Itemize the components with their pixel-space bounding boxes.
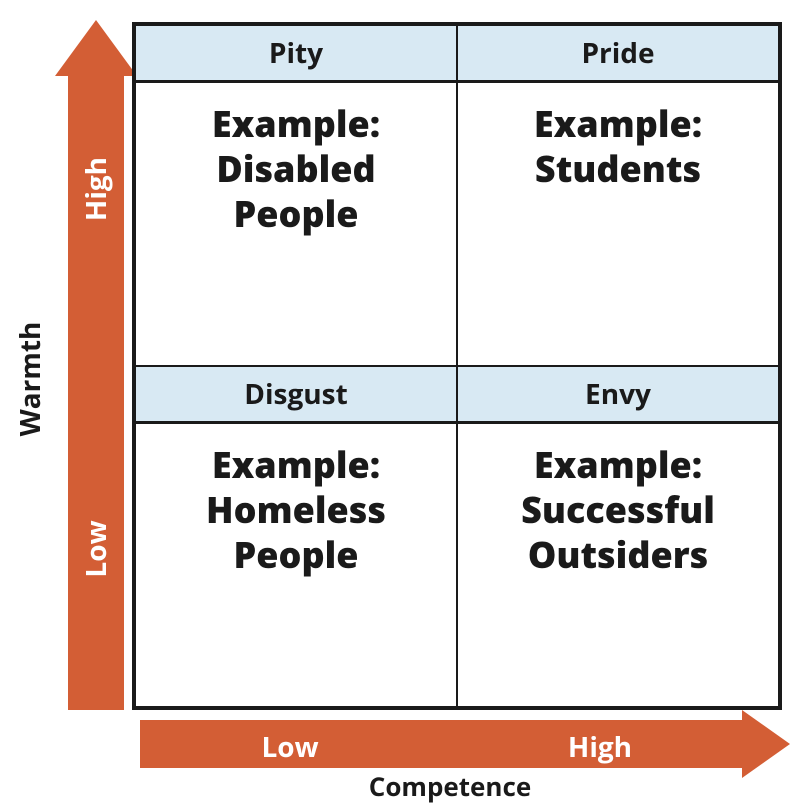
example-prefix: Example: <box>534 99 702 148</box>
cell-envy: Envy Example: Successful Outsiders <box>457 366 779 707</box>
y-axis-low-label: Low <box>77 489 115 609</box>
example-line2: People <box>234 189 359 238</box>
example-prefix: Example: <box>212 440 380 489</box>
cell-body-pride: Example: Students <box>458 83 778 365</box>
cell-pride: Pride Example: Students <box>457 25 779 366</box>
example-line1: Homeless <box>206 485 386 534</box>
example-line1: Disabled <box>216 144 375 193</box>
cell-example-disgust: Example: Homeless People <box>196 424 396 587</box>
cell-example-pity: Example: Disabled People <box>202 83 390 246</box>
example-line1: Successful <box>521 485 715 534</box>
cell-header-pity: Pity <box>136 26 456 83</box>
cell-header-pride: Pride <box>458 26 778 83</box>
y-axis-high-label: High <box>77 129 115 249</box>
x-axis-low-label: Low <box>190 728 390 766</box>
cell-pity: Pity Example: Disabled People <box>135 25 457 366</box>
example-line2: Outsiders <box>528 530 709 579</box>
x-axis-high-label: High <box>500 728 700 766</box>
matrix-2x2: Pity Example: Disabled People Pride Exam… <box>132 22 782 710</box>
cell-example-pride: Example: Students <box>524 83 712 201</box>
cell-body-disgust: Example: Homeless People <box>136 424 456 706</box>
cell-body-envy: Example: Successful Outsiders <box>458 424 778 706</box>
example-line1: Students <box>535 144 701 193</box>
example-prefix: Example: <box>212 99 380 148</box>
y-axis-arrow-head-icon <box>55 20 137 76</box>
x-axis-title: Competence <box>300 768 600 804</box>
cell-header-envy: Envy <box>458 367 778 424</box>
cell-example-envy: Example: Successful Outsiders <box>511 424 725 587</box>
cell-header-disgust: Disgust <box>136 367 456 424</box>
cell-disgust: Disgust Example: Homeless People <box>135 366 457 707</box>
cell-body-pity: Example: Disabled People <box>136 83 456 365</box>
example-prefix: Example: <box>534 440 702 489</box>
y-axis-title: Warmth <box>11 319 49 439</box>
x-axis-arrow-head-icon <box>742 710 790 778</box>
example-line2: People <box>234 530 359 579</box>
